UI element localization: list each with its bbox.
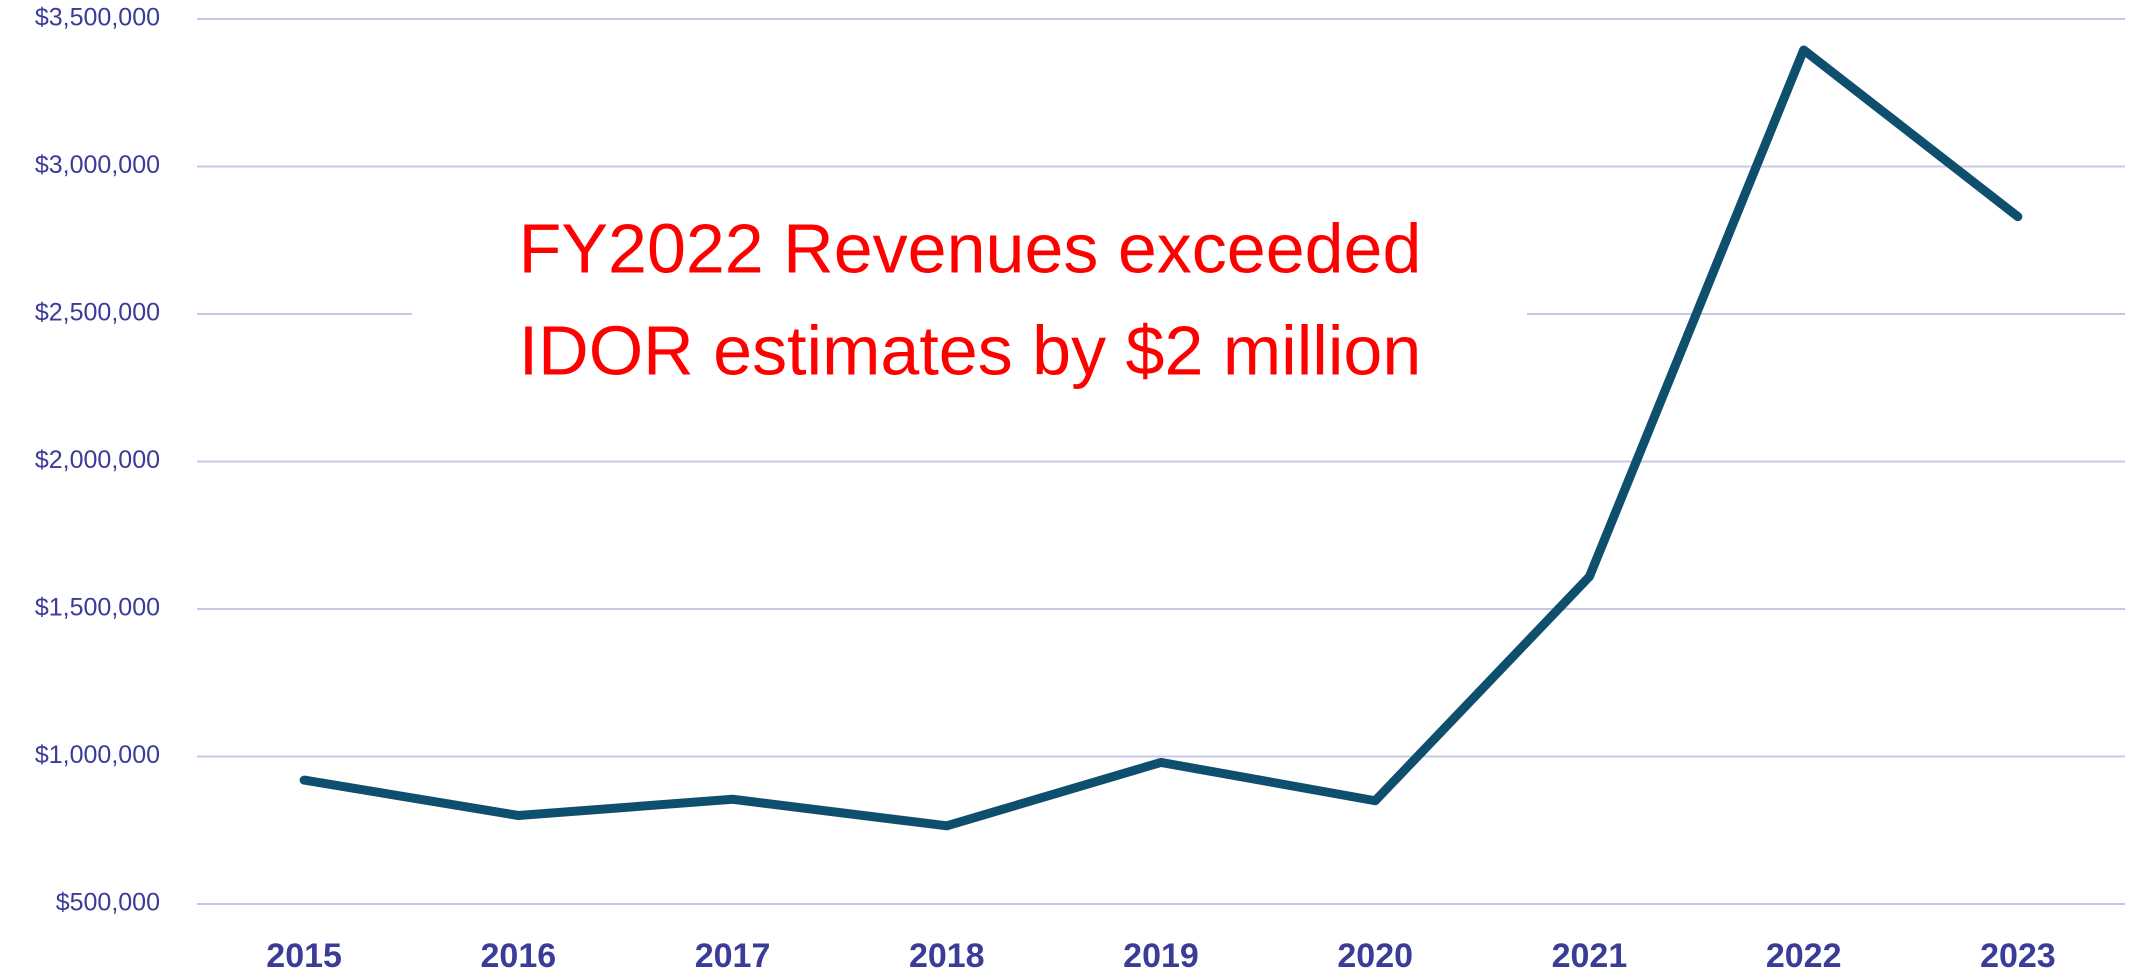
x-tick-label: 2023 — [1980, 937, 2056, 975]
line-series — [299, 45, 2023, 831]
y-tick-label: $1,500,000 — [35, 594, 160, 622]
x-tick-label: 2017 — [695, 937, 771, 975]
x-tick-label: 2022 — [1766, 937, 1842, 975]
y-tick-label: $2,000,000 — [35, 446, 160, 474]
y-tick-label: $1,000,000 — [35, 741, 160, 769]
y-tick-label: $3,500,000 — [35, 4, 160, 32]
x-tick-label: 2021 — [1552, 937, 1628, 975]
y-tick-label: $3,000,000 — [35, 151, 160, 179]
y-tick-label: $500,000 — [56, 889, 160, 917]
x-tick-label: 2019 — [1123, 937, 1199, 975]
annotation: IDOR estimates by $2 million — [519, 311, 1422, 389]
annotation-box — [412, 200, 1527, 410]
x-tick-label: 2016 — [481, 937, 557, 975]
x-tick-label: 2020 — [1337, 937, 1413, 975]
x-tick-label: 2015 — [266, 937, 342, 975]
y-tick-label: $2,500,000 — [35, 299, 160, 327]
annotation: FY2022 Revenues exceeded — [519, 209, 1422, 287]
x-tick-label: 2018 — [909, 937, 985, 975]
